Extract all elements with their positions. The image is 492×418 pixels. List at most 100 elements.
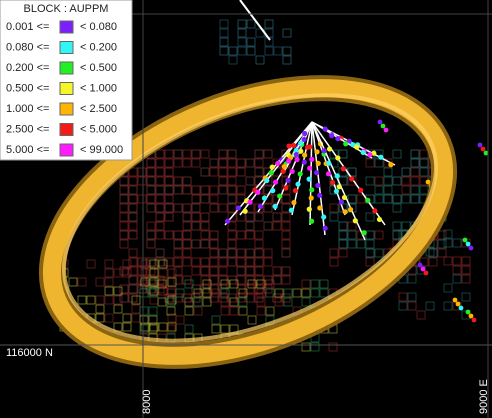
sample <box>423 270 429 276</box>
block <box>182 230 192 240</box>
block <box>218 158 228 168</box>
block <box>148 324 158 334</box>
block <box>347 239 357 249</box>
block <box>338 239 348 249</box>
sample <box>334 173 340 179</box>
block <box>104 295 114 305</box>
block <box>263 176 273 186</box>
sample <box>309 156 315 162</box>
block <box>155 176 165 186</box>
block <box>263 257 273 267</box>
block <box>128 185 138 195</box>
block <box>182 248 192 258</box>
block <box>200 149 210 159</box>
block <box>272 212 282 222</box>
block <box>365 176 375 186</box>
block <box>191 221 201 231</box>
block <box>139 324 149 334</box>
block <box>263 203 273 213</box>
sample <box>272 179 279 185</box>
block <box>182 203 192 213</box>
north-label: 116000 N <box>6 347 53 359</box>
block <box>365 158 375 168</box>
block <box>265 306 275 316</box>
ore-shell <box>38 75 458 369</box>
block <box>245 230 255 240</box>
block <box>236 230 246 240</box>
block <box>338 221 348 231</box>
block <box>273 46 283 56</box>
block <box>301 288 311 298</box>
block <box>211 315 221 325</box>
block <box>329 203 339 213</box>
block <box>263 221 273 231</box>
block <box>443 283 453 293</box>
legend-lower: 0.200 <= <box>6 62 49 74</box>
block <box>310 288 320 298</box>
sample <box>325 171 332 177</box>
block <box>164 257 174 267</box>
sample <box>317 205 323 211</box>
block <box>184 279 194 289</box>
block <box>461 292 471 302</box>
block <box>272 221 282 231</box>
block <box>218 248 228 258</box>
block <box>200 185 210 195</box>
sample <box>277 193 283 199</box>
block <box>191 203 201 213</box>
block <box>246 37 256 47</box>
sample <box>306 206 312 212</box>
block <box>227 149 237 159</box>
block <box>419 185 429 195</box>
block <box>245 221 255 231</box>
legend-lower: 2.500 <= <box>6 123 49 135</box>
block <box>329 257 339 267</box>
block <box>461 256 471 266</box>
block <box>173 275 183 285</box>
block <box>164 230 174 240</box>
block <box>166 297 176 307</box>
block <box>128 230 138 240</box>
sample <box>289 168 295 175</box>
block <box>264 19 274 29</box>
block <box>218 167 228 177</box>
block <box>137 266 147 276</box>
block <box>140 268 150 278</box>
block <box>155 257 165 267</box>
block <box>128 248 138 258</box>
block <box>128 293 138 303</box>
block <box>146 221 156 231</box>
sample <box>465 241 471 247</box>
block <box>407 274 417 284</box>
block <box>104 286 114 296</box>
sample <box>270 188 276 194</box>
block <box>392 221 402 231</box>
block <box>122 322 132 332</box>
sample <box>307 165 313 171</box>
block <box>410 149 420 159</box>
block <box>218 176 228 186</box>
block <box>209 257 219 267</box>
sample <box>247 199 253 205</box>
legend-swatch <box>59 102 74 116</box>
block <box>184 306 194 316</box>
sample <box>417 262 423 268</box>
legend-lower: 0.001 <= <box>6 21 49 33</box>
block <box>410 176 420 186</box>
block <box>319 279 329 289</box>
block <box>119 212 129 222</box>
block <box>146 266 156 276</box>
block <box>68 277 78 287</box>
block <box>227 239 237 249</box>
block <box>77 295 87 305</box>
east-label: 9000 E <box>478 379 490 414</box>
sample <box>291 200 297 206</box>
block <box>428 248 438 258</box>
block <box>122 313 132 323</box>
block <box>256 297 266 307</box>
block <box>146 203 156 213</box>
sample <box>302 130 308 137</box>
block <box>220 288 230 298</box>
block <box>254 203 264 213</box>
legend-swatch <box>59 82 74 95</box>
